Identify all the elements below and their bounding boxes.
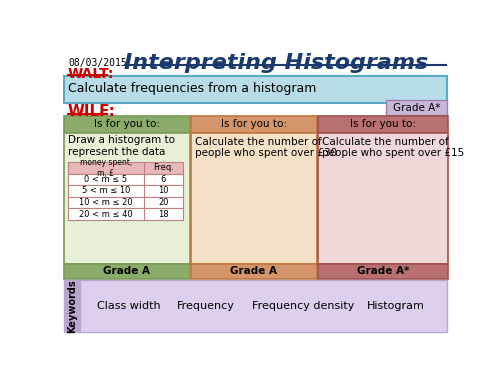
FancyBboxPatch shape bbox=[191, 116, 316, 133]
FancyBboxPatch shape bbox=[64, 76, 447, 103]
Text: 18: 18 bbox=[158, 210, 168, 219]
Text: 10: 10 bbox=[158, 186, 168, 195]
Text: 10 < m ≤ 20: 10 < m ≤ 20 bbox=[79, 198, 132, 207]
Text: 20: 20 bbox=[158, 198, 168, 207]
Text: Calculate the number of
people who spent over £15: Calculate the number of people who spent… bbox=[322, 136, 464, 158]
Text: Keywords: Keywords bbox=[67, 279, 77, 333]
FancyBboxPatch shape bbox=[318, 264, 448, 279]
FancyBboxPatch shape bbox=[68, 208, 182, 220]
FancyBboxPatch shape bbox=[64, 264, 190, 279]
Text: Class width: Class width bbox=[96, 301, 160, 311]
Text: 6: 6 bbox=[160, 175, 166, 184]
FancyBboxPatch shape bbox=[318, 116, 448, 133]
Text: Is for you to:: Is for you to: bbox=[350, 119, 416, 129]
Text: WALT:: WALT: bbox=[68, 66, 114, 81]
Text: money spent,
m, £: money spent, m, £ bbox=[80, 158, 132, 177]
Text: 0 < m ≤ 5: 0 < m ≤ 5 bbox=[84, 175, 128, 184]
Text: Calculate frequencies from a histogram: Calculate frequencies from a histogram bbox=[68, 82, 316, 95]
Text: Calculate the number of
people who spent over £30: Calculate the number of people who spent… bbox=[195, 136, 337, 158]
FancyBboxPatch shape bbox=[80, 280, 447, 332]
Text: 08/03/2015: 08/03/2015 bbox=[68, 58, 126, 68]
FancyBboxPatch shape bbox=[64, 280, 80, 332]
FancyBboxPatch shape bbox=[68, 185, 182, 197]
FancyBboxPatch shape bbox=[386, 100, 447, 115]
Text: Grade A*: Grade A* bbox=[393, 103, 440, 113]
Text: 5 < m ≤ 10: 5 < m ≤ 10 bbox=[82, 186, 130, 195]
FancyBboxPatch shape bbox=[68, 197, 182, 208]
Text: Grade A: Grade A bbox=[230, 266, 278, 276]
FancyBboxPatch shape bbox=[318, 133, 448, 264]
Text: 20 < m ≤ 40: 20 < m ≤ 40 bbox=[79, 210, 132, 219]
Text: Is for you to:: Is for you to: bbox=[221, 119, 287, 129]
Text: Frequency density: Frequency density bbox=[252, 301, 354, 311]
Text: Is for you to:: Is for you to: bbox=[94, 119, 160, 129]
Text: Draw a histogram to
represent the data: Draw a histogram to represent the data bbox=[68, 135, 175, 157]
Text: Grade A*: Grade A* bbox=[357, 266, 410, 276]
FancyBboxPatch shape bbox=[64, 133, 190, 264]
FancyBboxPatch shape bbox=[68, 174, 182, 185]
Text: Freq.: Freq. bbox=[153, 164, 174, 172]
FancyBboxPatch shape bbox=[68, 162, 182, 174]
FancyBboxPatch shape bbox=[64, 116, 190, 133]
Text: Interpreting Histograms: Interpreting Histograms bbox=[124, 53, 429, 73]
Text: Grade A: Grade A bbox=[104, 266, 150, 276]
Text: Frequency: Frequency bbox=[177, 301, 235, 311]
FancyBboxPatch shape bbox=[191, 133, 316, 264]
Text: Histogram: Histogram bbox=[367, 301, 424, 311]
FancyBboxPatch shape bbox=[191, 264, 316, 279]
Text: WILF:: WILF: bbox=[68, 104, 116, 119]
